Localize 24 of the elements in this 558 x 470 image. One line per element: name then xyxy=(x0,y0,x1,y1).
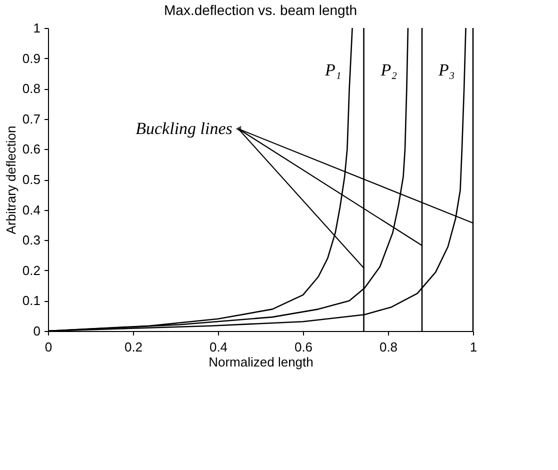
y-tick-label: 0.9 xyxy=(22,50,40,66)
series-label: P₂ xyxy=(380,60,398,80)
y-tick-label: 0.2 xyxy=(22,262,40,278)
x-tick-label: 0.4 xyxy=(209,340,228,354)
x-tick-label: 0.2 xyxy=(124,340,143,354)
x-tick-label: 0.8 xyxy=(379,340,398,354)
y-tick-label: 0 xyxy=(33,324,40,338)
x-tick-label: 0 xyxy=(44,340,52,354)
y-tick-label: 0.6 xyxy=(22,142,40,157)
y-tick-label: 0.8 xyxy=(22,81,40,96)
x-tick-label: 0.6 xyxy=(294,340,313,354)
y-tick-label: 0.1 xyxy=(22,293,40,308)
y-tick-label: 0.7 xyxy=(22,111,40,126)
y-tick-label: 0.3 xyxy=(22,232,40,248)
y-tick-label: 0.5 xyxy=(22,172,40,187)
series-label: P₁ xyxy=(324,60,342,80)
x-tick-label: 1 xyxy=(470,340,478,354)
chart-title: Max.deflection vs. beam length xyxy=(164,2,357,18)
y-tick-label: 1 xyxy=(33,20,40,36)
series-label: P₃ xyxy=(438,60,455,80)
x-axis-title: Normalized length xyxy=(208,354,314,370)
y-axis-title: Arbitrary deflection xyxy=(3,126,18,234)
annotation: Buckling lines xyxy=(136,118,233,138)
y-tick-label: 0.4 xyxy=(22,202,40,218)
